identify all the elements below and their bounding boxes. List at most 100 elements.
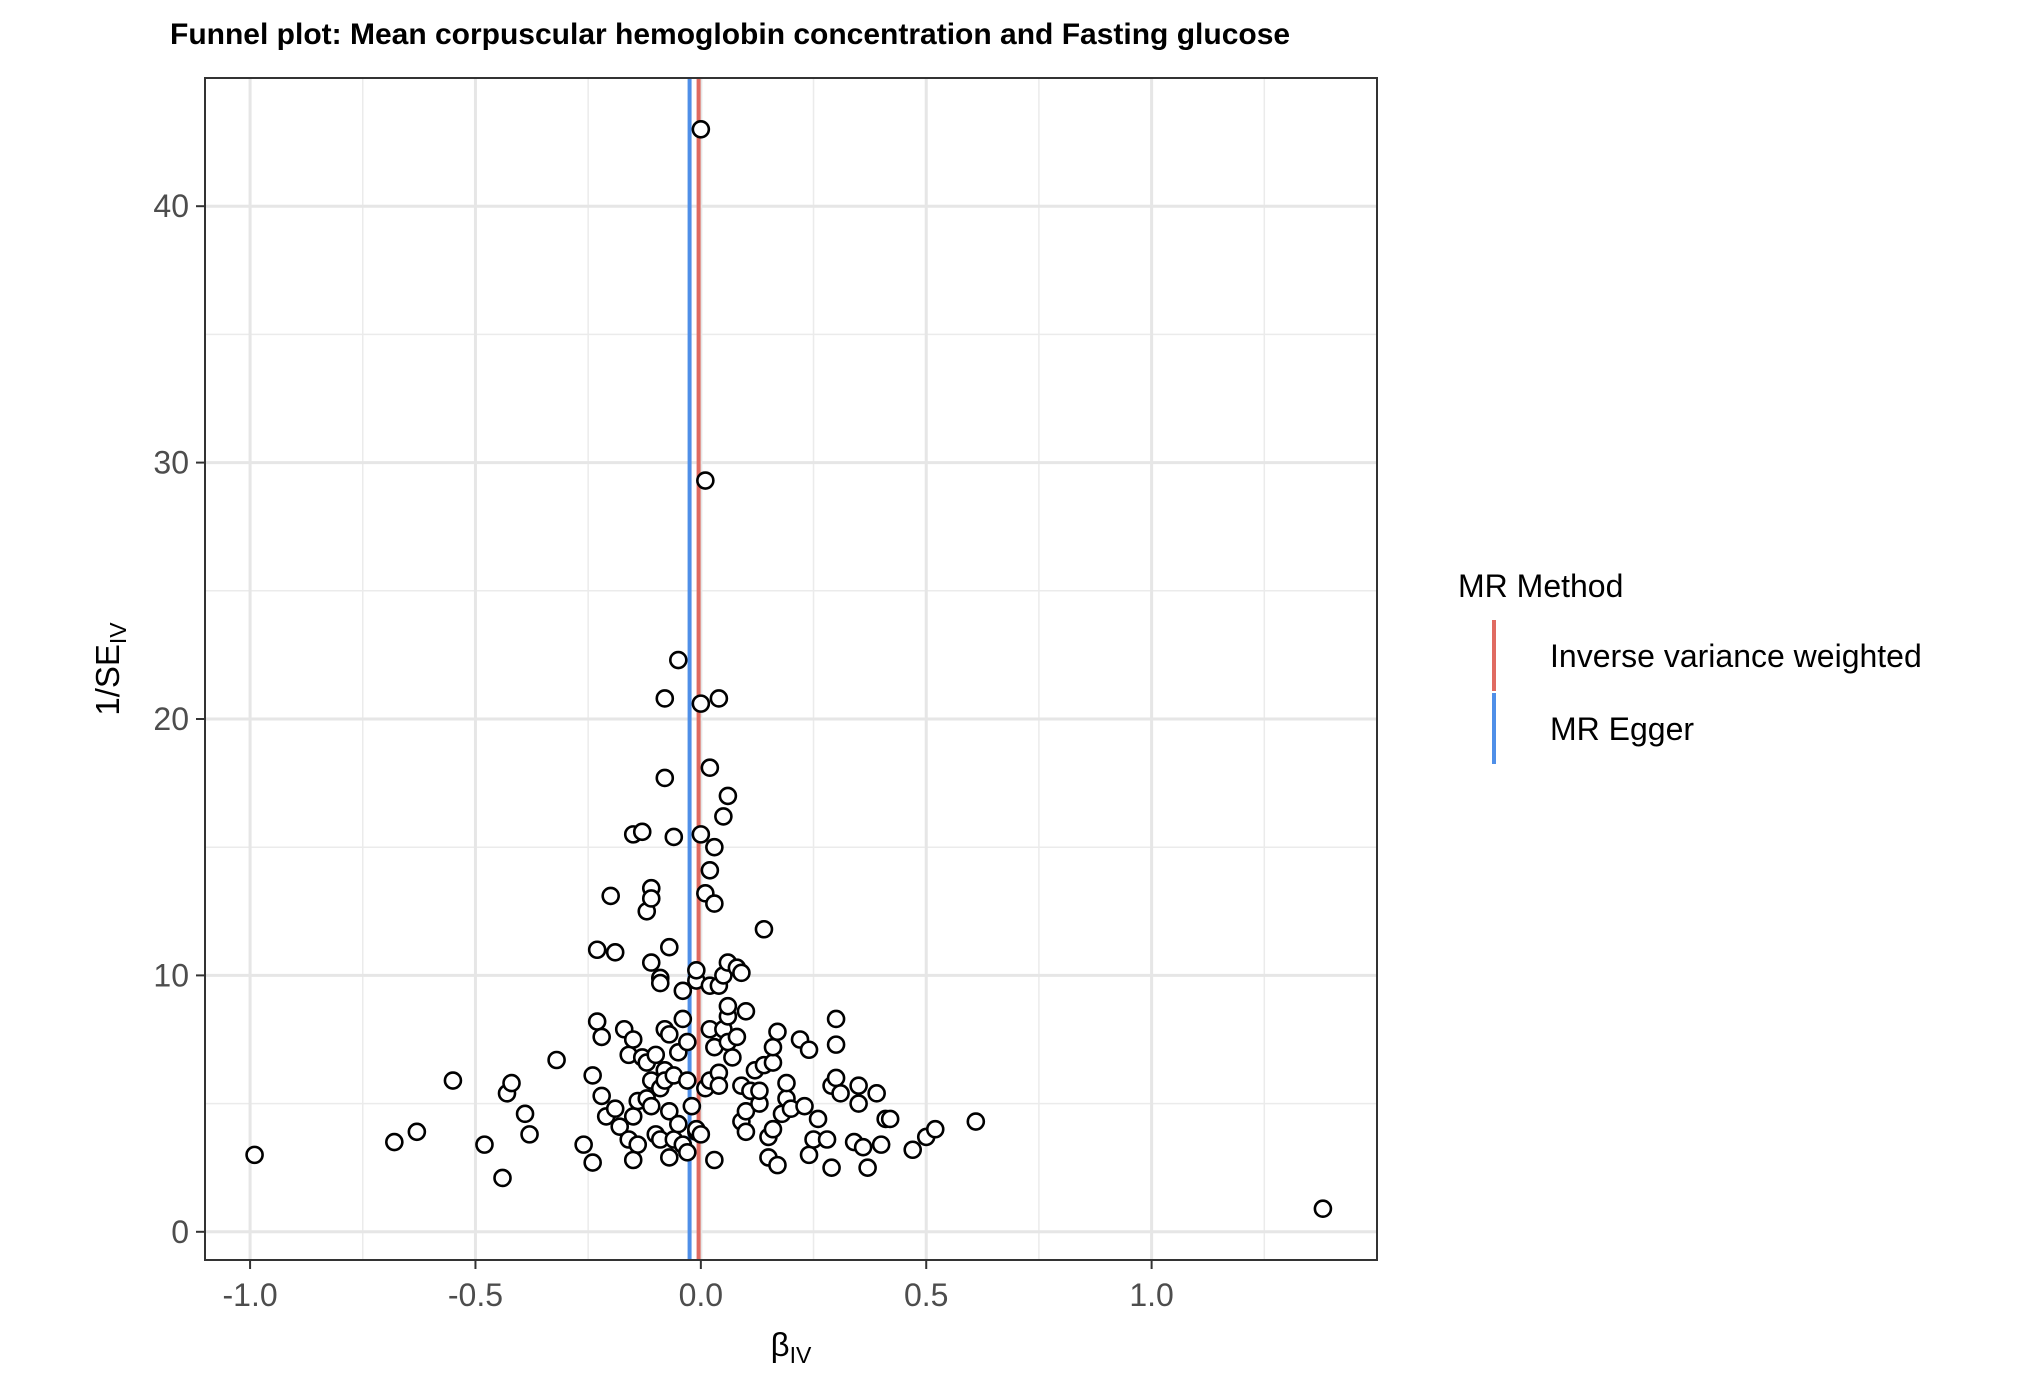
x-tick-label: 1.0 (1129, 1277, 1173, 1313)
data-point (385, 1132, 404, 1152)
x-tick-label: -1.0 (223, 1277, 278, 1313)
data-point (520, 1125, 539, 1144)
data-point (610, 1117, 630, 1136)
data-point (723, 1048, 742, 1067)
data-point (880, 1109, 900, 1129)
data-point (245, 1145, 264, 1165)
data-point (623, 1030, 643, 1049)
major-gridlines (205, 78, 1377, 1260)
data-point (592, 1027, 611, 1047)
data-point (696, 471, 715, 490)
legend-title: MR Method (1458, 568, 1623, 604)
data-point (763, 1119, 783, 1139)
x-tick-label: 0.0 (679, 1277, 723, 1313)
data-point (768, 1022, 787, 1042)
data-point (700, 860, 720, 880)
data-point (601, 886, 620, 906)
y-tick-label: 0 (171, 1214, 189, 1250)
data-point (443, 1071, 463, 1090)
data-point (673, 1009, 693, 1029)
plot-panel (205, 78, 1377, 1260)
data-point (705, 894, 724, 913)
data-point (678, 1071, 697, 1090)
data-point (623, 1150, 643, 1170)
data-point (754, 919, 774, 939)
data-point (750, 1081, 769, 1101)
data-point (641, 889, 661, 908)
data-point (659, 1148, 679, 1167)
data-point (659, 1101, 679, 1121)
data-point (682, 1096, 702, 1116)
data-point (700, 758, 720, 778)
legend: MR Method Inverse variance weighted MR E… (1458, 568, 1922, 764)
data-point (659, 937, 679, 957)
data-point (632, 822, 652, 842)
data-point (655, 768, 675, 788)
data-point (808, 1109, 828, 1129)
data-point (605, 1099, 625, 1119)
chart-title: Funnel plot: Mean corpuscular hemoglobin… (170, 18, 1290, 51)
data-point (659, 1025, 679, 1044)
data-point (871, 1135, 891, 1154)
data-point (727, 1027, 747, 1047)
data-point (641, 953, 661, 972)
data-point (736, 1122, 756, 1142)
data-point (849, 1094, 868, 1113)
data-point (655, 689, 675, 708)
data-point (574, 1135, 593, 1154)
x-tick-label: 0.5 (904, 1277, 948, 1313)
data-point (826, 1009, 846, 1029)
data-point (966, 1112, 986, 1131)
data-point (736, 1101, 756, 1121)
data-point (691, 1125, 711, 1144)
data-point (641, 1096, 661, 1116)
data-point (768, 1155, 787, 1175)
data-point (650, 973, 670, 993)
data-point (628, 1135, 648, 1154)
data-point (669, 1114, 688, 1134)
x-axis-label-sub: IV (790, 1342, 812, 1368)
data-point (502, 1073, 521, 1093)
data-point (547, 1050, 566, 1070)
data-point (691, 694, 711, 713)
data-point (583, 1066, 602, 1085)
data-point (714, 807, 733, 826)
method-lines (687, 78, 701, 1260)
data-point (709, 1076, 729, 1095)
data-point (822, 1158, 841, 1177)
legend-label-ivw: Inverse variance weighted (1550, 638, 1922, 674)
data-points (245, 119, 1333, 1219)
y-axis-label-sub: IV (105, 622, 131, 644)
data-point (583, 1153, 602, 1172)
data-point (799, 1145, 819, 1165)
data-point (763, 1053, 783, 1072)
data-point (736, 1001, 756, 1021)
data-point (777, 1073, 796, 1093)
data-point (592, 1086, 611, 1106)
panel-border (204, 77, 1378, 1261)
data-point (623, 1107, 643, 1126)
data-point (718, 786, 738, 806)
minor-gridlines (205, 78, 1377, 1260)
data-point (795, 1096, 814, 1116)
data-point (709, 689, 729, 708)
x-tick-label: -0.5 (448, 1277, 503, 1313)
x-axis-label-main: β (771, 1326, 790, 1363)
data-point (678, 1143, 697, 1162)
y-axis-ticks: 0 10 20 30 40 (153, 188, 205, 1250)
data-point (515, 1104, 535, 1124)
data-point (691, 119, 711, 139)
data-point (678, 1032, 697, 1052)
data-point (407, 1122, 427, 1142)
data-point (799, 1040, 819, 1060)
panel-background (205, 78, 1377, 1260)
data-point (705, 1150, 724, 1170)
y-tick-label: 40 (153, 188, 189, 224)
data-point (705, 837, 724, 857)
legend-label-mr-egger: MR Egger (1550, 711, 1694, 747)
data-point (493, 1168, 512, 1188)
data-point (903, 1140, 923, 1160)
y-axis-label: 1/SEIV (89, 622, 131, 716)
data-point (1313, 1199, 1333, 1219)
y-tick-label: 20 (153, 701, 189, 737)
